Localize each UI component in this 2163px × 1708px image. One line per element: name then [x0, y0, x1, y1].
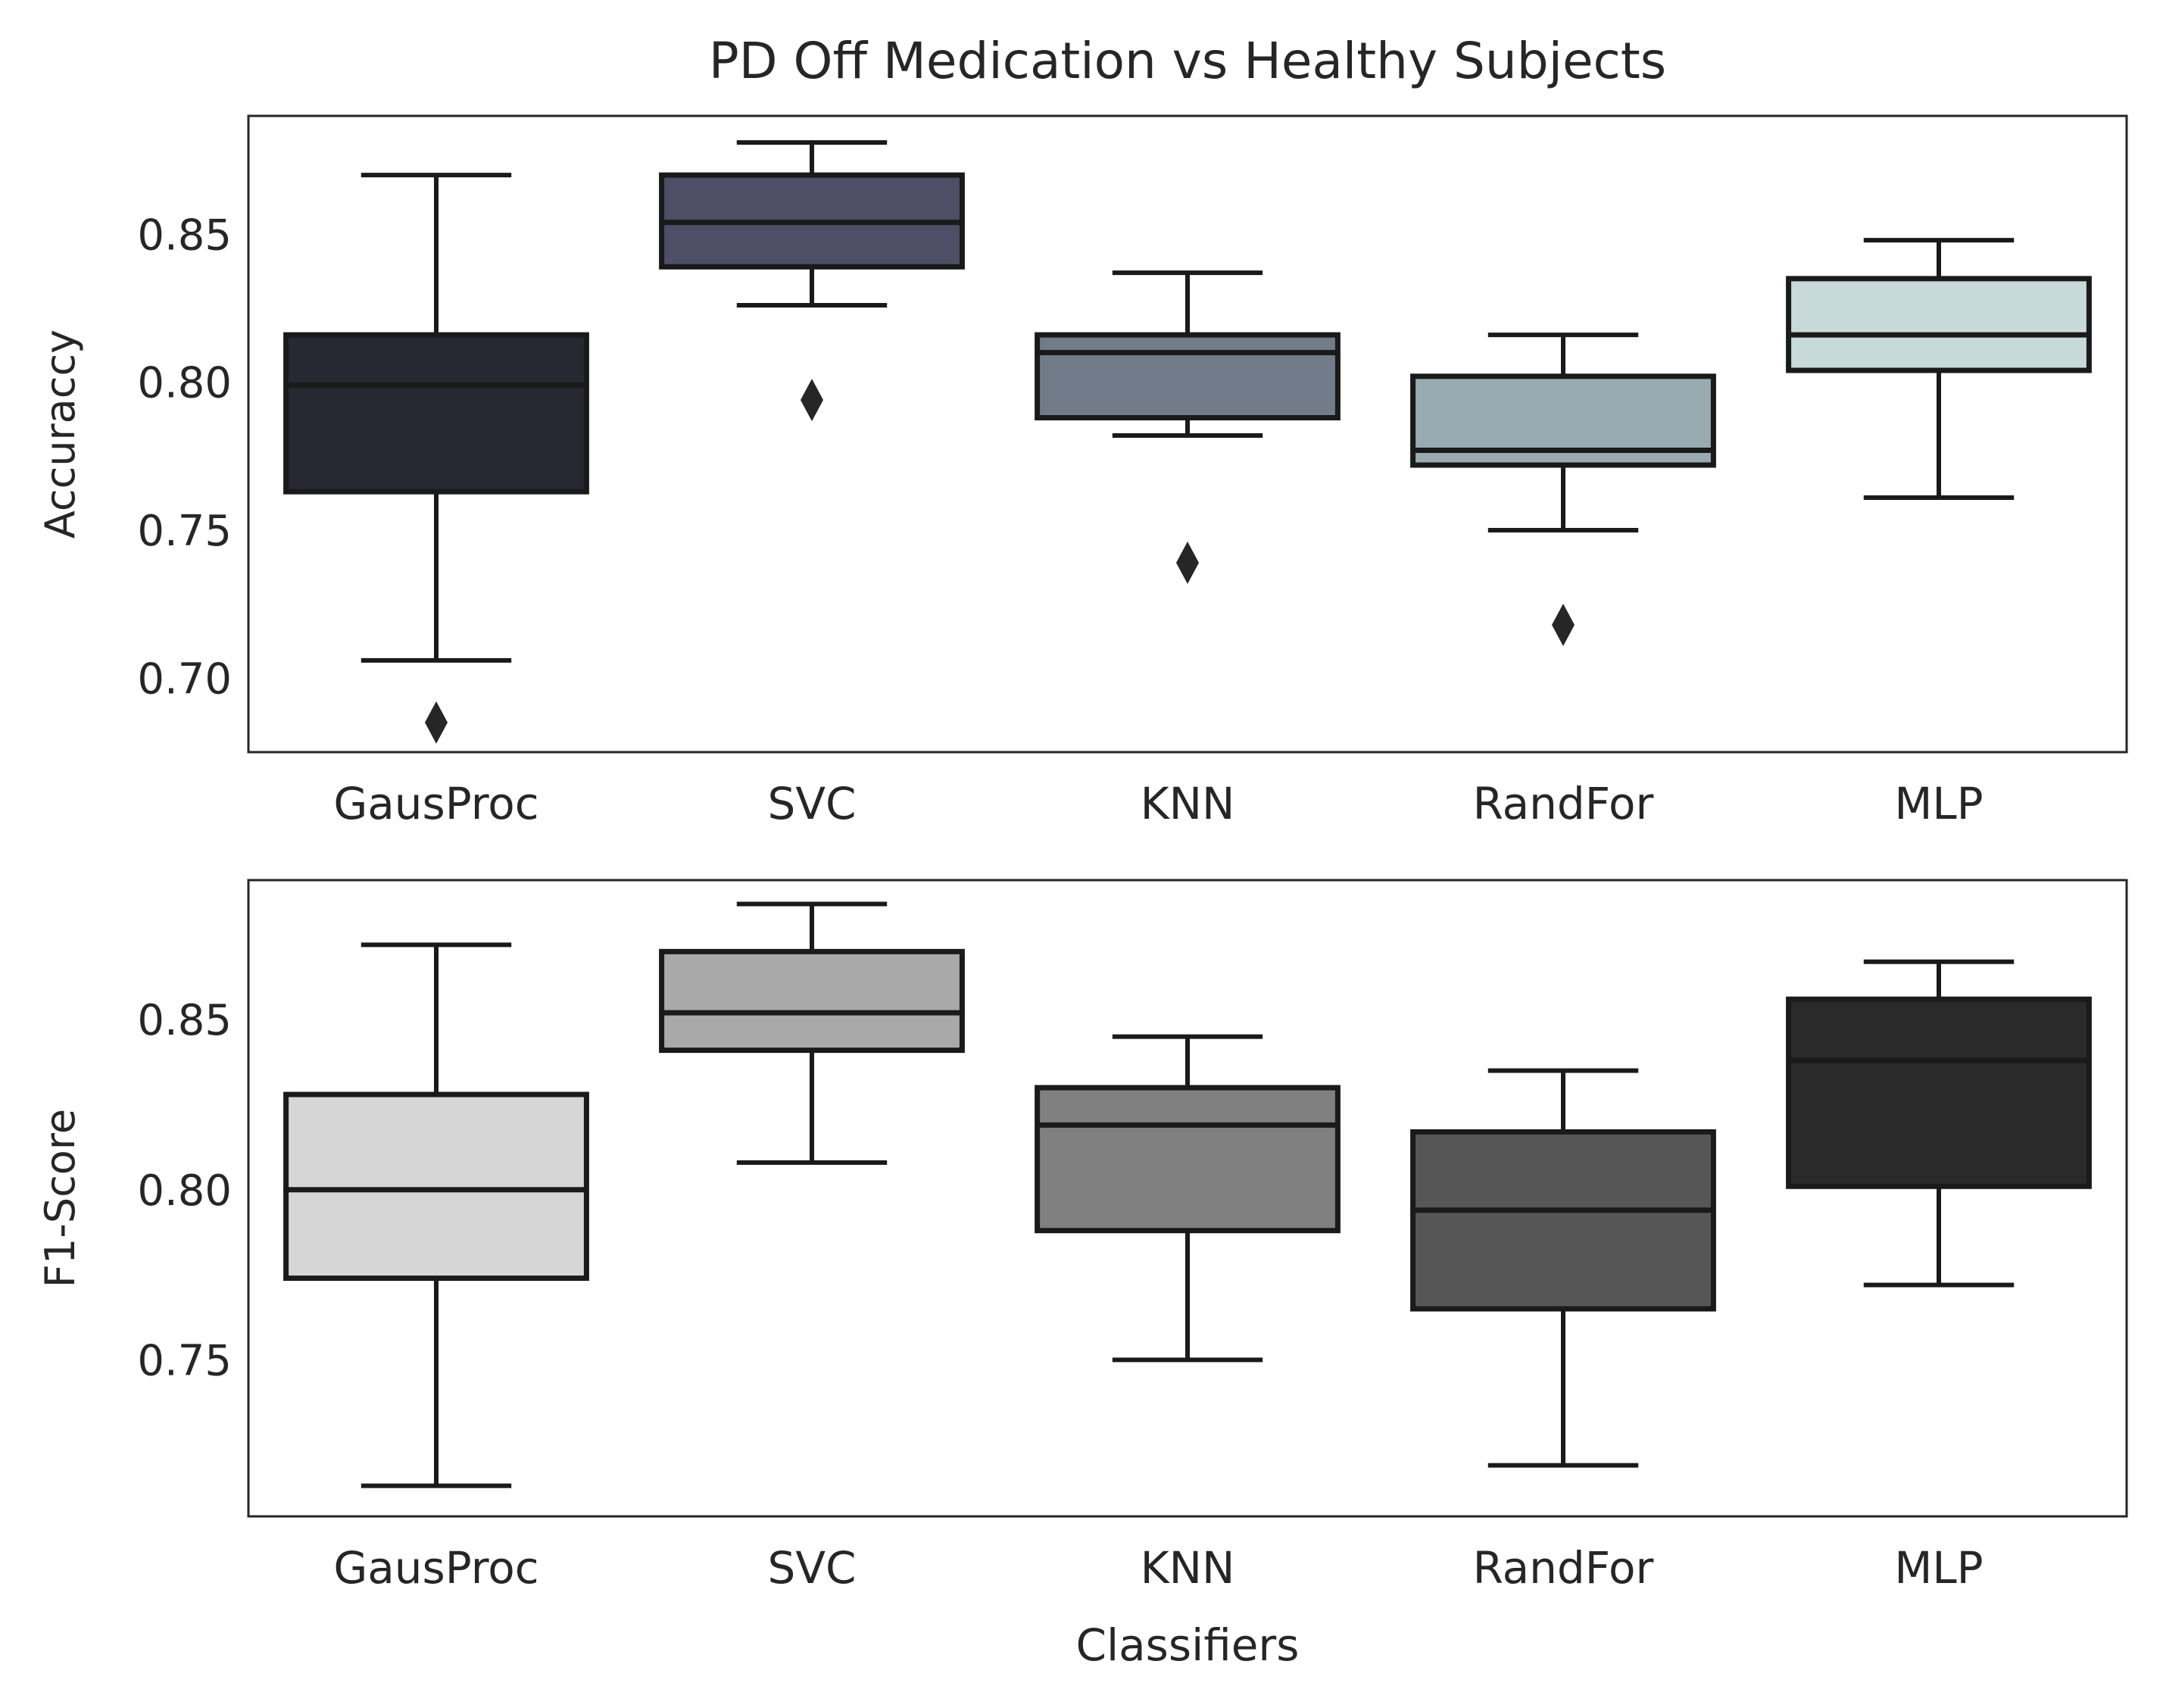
x-tick-label: GausProc	[333, 778, 538, 829]
x-tick-label: MLP	[1894, 1542, 1983, 1594]
outlier-marker	[1552, 604, 1575, 646]
accuracy-panel: 0.70 0.75 0.80 0.85 Accuraccy GausProc SVC KNN R…	[36, 114, 2128, 829]
box-knn	[1035, 1034, 1341, 1363]
iqr-box	[1035, 332, 1341, 421]
x-tick-label: SVC	[768, 778, 857, 829]
y-tick-label: 0.70	[137, 654, 232, 704]
iqr-box	[1786, 996, 2092, 1189]
plot-frame	[247, 114, 2128, 754]
x-tick-label: KNN	[1141, 1542, 1235, 1594]
plot-frame	[247, 879, 2128, 1518]
outlier-marker	[425, 701, 448, 744]
iqr-box	[1410, 1129, 1716, 1312]
iqr-box	[1035, 1085, 1341, 1234]
box-svc	[659, 140, 965, 422]
y-tick-label: 0.80	[137, 1166, 232, 1216]
box-gausproc	[283, 173, 589, 744]
y-tick-label: 0.85	[137, 996, 232, 1045]
iqr-box	[283, 332, 589, 495]
y-tick-label: 0.75	[137, 507, 232, 556]
y-axis-label: F1-Score	[36, 1109, 84, 1288]
x-tick-label: MLP	[1894, 778, 1983, 829]
outlier-marker	[1176, 541, 1199, 584]
chart-title: PD Off Medication vs Healthy Subjects	[709, 32, 1666, 90]
box-svc	[659, 901, 965, 1165]
box-gausproc	[283, 942, 589, 1488]
y-tick-label: 0.80	[137, 359, 232, 408]
box-randfor	[1410, 333, 1716, 646]
box-mlp	[1786, 959, 2092, 1288]
f1-score-panel: 0.75 0.80 0.85 F1-Score GausProc SVC KNN RandFo…	[36, 879, 2128, 1594]
y-tick-label: 0.75	[137, 1336, 232, 1385]
x-tick-label: RandFor	[1473, 778, 1654, 829]
iqr-box	[659, 948, 965, 1054]
x-tick-label: GausProc	[333, 1542, 538, 1594]
iqr-box	[1786, 276, 2092, 373]
x-tick-label: RandFor	[1473, 1542, 1654, 1594]
iqr-box	[283, 1091, 589, 1282]
box-mlp	[1786, 238, 2092, 500]
box-randfor	[1410, 1068, 1716, 1468]
box-knn	[1035, 270, 1341, 584]
x-tick-label: KNN	[1141, 778, 1235, 829]
y-axis-label: Accuraccy	[36, 329, 84, 539]
outlier-marker	[801, 379, 823, 422]
x-tick-label: SVC	[768, 1542, 857, 1594]
y-tick-label: 0.85	[137, 211, 232, 260]
x-axis-label: Classifiers	[1076, 1619, 1300, 1671]
